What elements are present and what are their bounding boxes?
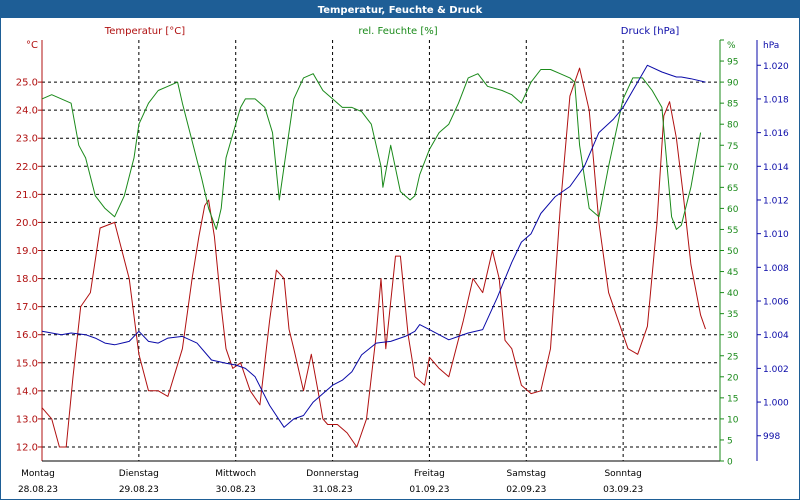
- x-date-label: 03.09.23: [603, 485, 643, 495]
- humidity-tick-label: 50: [727, 247, 739, 257]
- x-date-label: 30.08.23: [216, 485, 256, 495]
- humidity-tick-label: 85: [727, 100, 738, 110]
- humidity-tick-label: 0: [727, 458, 733, 468]
- series-line-humidity: [41, 69, 702, 230]
- temperature-tick-label: 13.0: [16, 414, 38, 425]
- temperature-tick-label: 14.0: [16, 386, 38, 397]
- x-weekday-label: Sonntag: [604, 469, 641, 479]
- x-date-label: 28.08.23: [18, 485, 58, 495]
- pressure-tick-label: 1.008: [763, 264, 789, 274]
- series-lines: [41, 64, 706, 448]
- humidity-tick-label: 25: [727, 352, 738, 362]
- humidity-unit-label: %: [727, 41, 736, 51]
- x-weekday-label: Mittwoch: [215, 469, 256, 479]
- temperature-tick-label: 22.0: [16, 162, 38, 173]
- pressure-tick-label: 998: [763, 432, 780, 442]
- series-label-temperature: Temperatur [°C]: [104, 26, 185, 37]
- humidity-tick-label: 65: [727, 184, 738, 194]
- series-line-pressure: [41, 64, 706, 428]
- humidity-tick-label: 95: [727, 58, 738, 68]
- humidity-tick-label: 55: [727, 226, 738, 236]
- humidity-tick-label: 70: [727, 163, 739, 173]
- series-line-temperature: [41, 67, 706, 448]
- temperature-tick-label: 19.0: [16, 246, 38, 257]
- temperature-tick-label: 16.0: [16, 330, 38, 341]
- axes: [38, 39, 761, 462]
- temperature-tick-label: 18.0: [16, 274, 38, 285]
- pressure-tick-label: 1.012: [763, 196, 789, 206]
- x-date-label: 29.08.23: [119, 485, 159, 495]
- chart-title: Temperatur, Feuchte & Druck: [318, 5, 483, 16]
- pressure-tick-label: 1.002: [763, 365, 789, 375]
- x-date-label: 31.08.23: [313, 485, 353, 495]
- x-date-label: 01.09.23: [409, 485, 449, 495]
- x-date-label: 02.09.23: [506, 485, 546, 495]
- temperature-tick-label: 21.0: [16, 190, 38, 201]
- temperature-tick-label: 15.0: [16, 358, 38, 369]
- pressure-tick-label: 1.020: [763, 62, 789, 72]
- temperature-tick-label: 17.0: [16, 302, 38, 313]
- humidity-tick-label: 40: [727, 289, 739, 299]
- labels: 12.0 13.0 14.0 15.0 16.0 17.0 18.0 19.0 20.0 21.0…: [16, 26, 789, 495]
- humidity-tick-label: 60: [727, 205, 739, 215]
- series-label-humidity: rel. Feuchte [%]: [358, 26, 437, 37]
- pressure-tick-label: 1.014: [763, 163, 789, 173]
- humidity-tick-label: 20: [727, 373, 739, 383]
- humidity-tick-label: 5: [727, 436, 733, 446]
- x-weekday-label: Dienstag: [119, 469, 159, 479]
- humidity-tick-label: 75: [727, 142, 738, 152]
- pressure-tick-label: 1.006: [763, 298, 789, 308]
- temperature-tick-label: 24.0: [16, 106, 38, 117]
- x-weekday-label: Freitag: [414, 469, 445, 479]
- title-bar: [1, 1, 799, 18]
- temperature-tick-label: 23.0: [16, 134, 38, 145]
- pressure-tick-label: 1.016: [763, 129, 789, 139]
- temperature-unit-label: °C: [26, 40, 38, 51]
- x-weekday-label: Samstag: [507, 469, 546, 479]
- humidity-tick-label: 45: [727, 268, 738, 278]
- series-label-pressure: Druck [hPa]: [621, 26, 680, 37]
- humidity-tick-label: 30: [727, 331, 739, 341]
- humidity-tick-label: 90: [727, 79, 739, 89]
- pressure-tick-label: 1.010: [763, 230, 789, 240]
- temperature-tick-label: 12.0: [16, 442, 38, 453]
- pressure-tick-label: 1.004: [763, 331, 789, 341]
- humidity-tick-label: 80: [727, 121, 739, 131]
- humidity-tick-label: 10: [727, 415, 739, 425]
- humidity-tick-label: 35: [727, 310, 738, 320]
- pressure-tick-label: 1.018: [763, 95, 789, 105]
- x-weekday-label: Donnerstag: [306, 469, 359, 479]
- temperature-tick-label: 25.0: [16, 78, 38, 89]
- pressure-unit-label: hPa: [763, 41, 779, 51]
- temperature-tick-label: 20.0: [16, 218, 38, 229]
- x-weekday-label: Montag: [21, 469, 55, 479]
- pressure-tick-label: 1.000: [763, 399, 789, 409]
- humidity-tick-label: 15: [727, 394, 738, 404]
